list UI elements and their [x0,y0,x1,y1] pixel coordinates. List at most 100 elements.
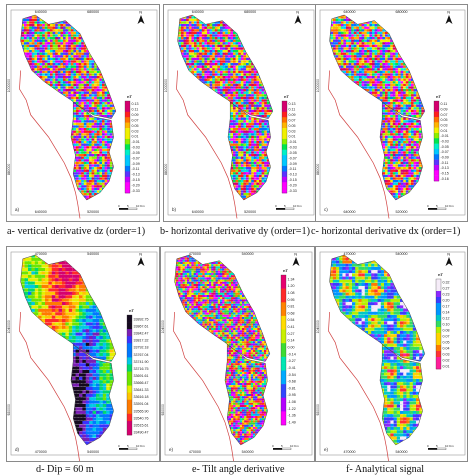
left-tick-label-2: 920000 [161,404,165,415]
legend-swatch [282,177,287,183]
legend-label: 33565.90 [134,409,149,413]
legend-swatch [281,302,286,309]
legend-swatch [125,123,130,129]
caption-e: e- Tilt angle derivative [192,464,285,476]
legend-unit: nT [127,94,132,99]
legend-swatch [281,398,286,405]
bottom-tick-label-2: 520000 [87,210,99,214]
legend-label: -0.09 [132,162,140,166]
scale-label-0: 0 [272,444,274,448]
legend-swatch [281,316,286,323]
legend-label: 33716.75 [134,367,149,371]
scale-bar-black [119,448,128,450]
north-arrow-icon [446,15,453,24]
bottom-tick-label-2: 540000 [396,450,408,454]
scale-bar-black [276,208,285,210]
legend-label: 0.27 [443,287,450,291]
panel-letter: e) [169,447,174,452]
legend-swatch [436,351,441,357]
legend-label: 1.34 [288,277,295,281]
left-tick-label-1: 1040000 [7,320,11,333]
legend-swatch [436,339,441,345]
legend-label: -0.68 [288,380,296,384]
legend-label: 0.11 [289,108,296,112]
left-tick-label-1: 1000000 [316,79,320,92]
legend-swatch [282,128,287,134]
legend-label: -1.36 [288,414,296,418]
legend-swatch [127,343,132,350]
legend-swatch [281,282,286,289]
legend-swatch [125,134,130,140]
legend-label: 0.27 [288,332,295,336]
legend-swatch [281,391,286,398]
legend-swatch [436,315,441,321]
legend-label: -0.07 [289,156,297,160]
legend-swatch [434,149,439,155]
legend-swatch [434,138,439,144]
legend-label: 0.20 [443,299,450,303]
legend-label: -0.95 [288,393,296,397]
scale-label-5: 5 [284,204,286,208]
legend-label: 33666.47 [134,381,149,385]
scale-label-0: 0 [118,444,120,448]
legend-unit: nT [129,308,134,313]
north-arrow-icon [293,257,300,266]
legend-label: 0.13 [289,102,296,106]
legend-label: -1.22 [288,407,296,411]
legend-swatch [282,161,287,167]
legend-swatch [282,182,287,188]
left-tick-label-1: 1000000 [164,79,168,92]
anomaly-field [165,251,288,451]
legend-label: -0.16 [441,177,449,181]
legend-label: 0.05 [441,118,448,122]
legend-label: 0.07 [443,335,450,339]
panel-letter: b) [172,207,177,212]
scale-bar-black [119,208,128,210]
legend-swatch [281,405,286,412]
legend-label: -0.14 [288,352,296,356]
scale-label-5: 5 [281,444,283,448]
legend-label: 0.11 [132,108,139,112]
legend-swatch [436,297,441,303]
legend-label: 0.03 [289,129,296,133]
scale-label-5: 5 [127,204,129,208]
legend-label: 0.01 [132,135,139,139]
legend-swatch [125,166,130,172]
legend-label: 0.07 [289,118,296,122]
legend-swatch [127,350,132,357]
legend-label: 0.03 [441,123,448,127]
top-tick-label-2: 540000 [87,252,99,256]
scale-bar-black [273,448,282,450]
legend-swatch [125,188,130,194]
legend-swatch [436,279,441,285]
legend-label: -0.27 [288,359,296,363]
top-tick-label-2: 540000 [396,252,408,256]
scale-bar-white [437,448,446,450]
legend-swatch [434,154,439,160]
scale-label-10: 10 Km [290,444,299,448]
legend-swatch [434,128,439,134]
panel-letter: a) [15,207,20,212]
legend-label: -0.13 [132,173,140,177]
legend-swatch [434,133,439,139]
caption-f: f- Analytical signal [346,464,424,476]
legend-label: 33641.33 [134,388,149,392]
legend-swatch [434,165,439,171]
bottom-tick-label-1: 470000 [189,450,201,454]
scale-label-10: 10 Km [445,444,454,448]
legend-label: 0.07 [132,118,139,122]
legend-label: 33817.32 [134,339,149,343]
legend-unit: nT [436,94,441,99]
legend-label: 33691.61 [134,374,149,378]
north-label: N [139,252,142,257]
legend-label: 0.11 [441,102,448,106]
legend-swatch [434,160,439,166]
legend-label: 33867.61 [134,325,149,329]
legend-label: -0.05 [289,151,297,155]
scale-bar-white [285,208,294,210]
legend-swatch [281,371,286,378]
legend-swatch [125,171,130,177]
